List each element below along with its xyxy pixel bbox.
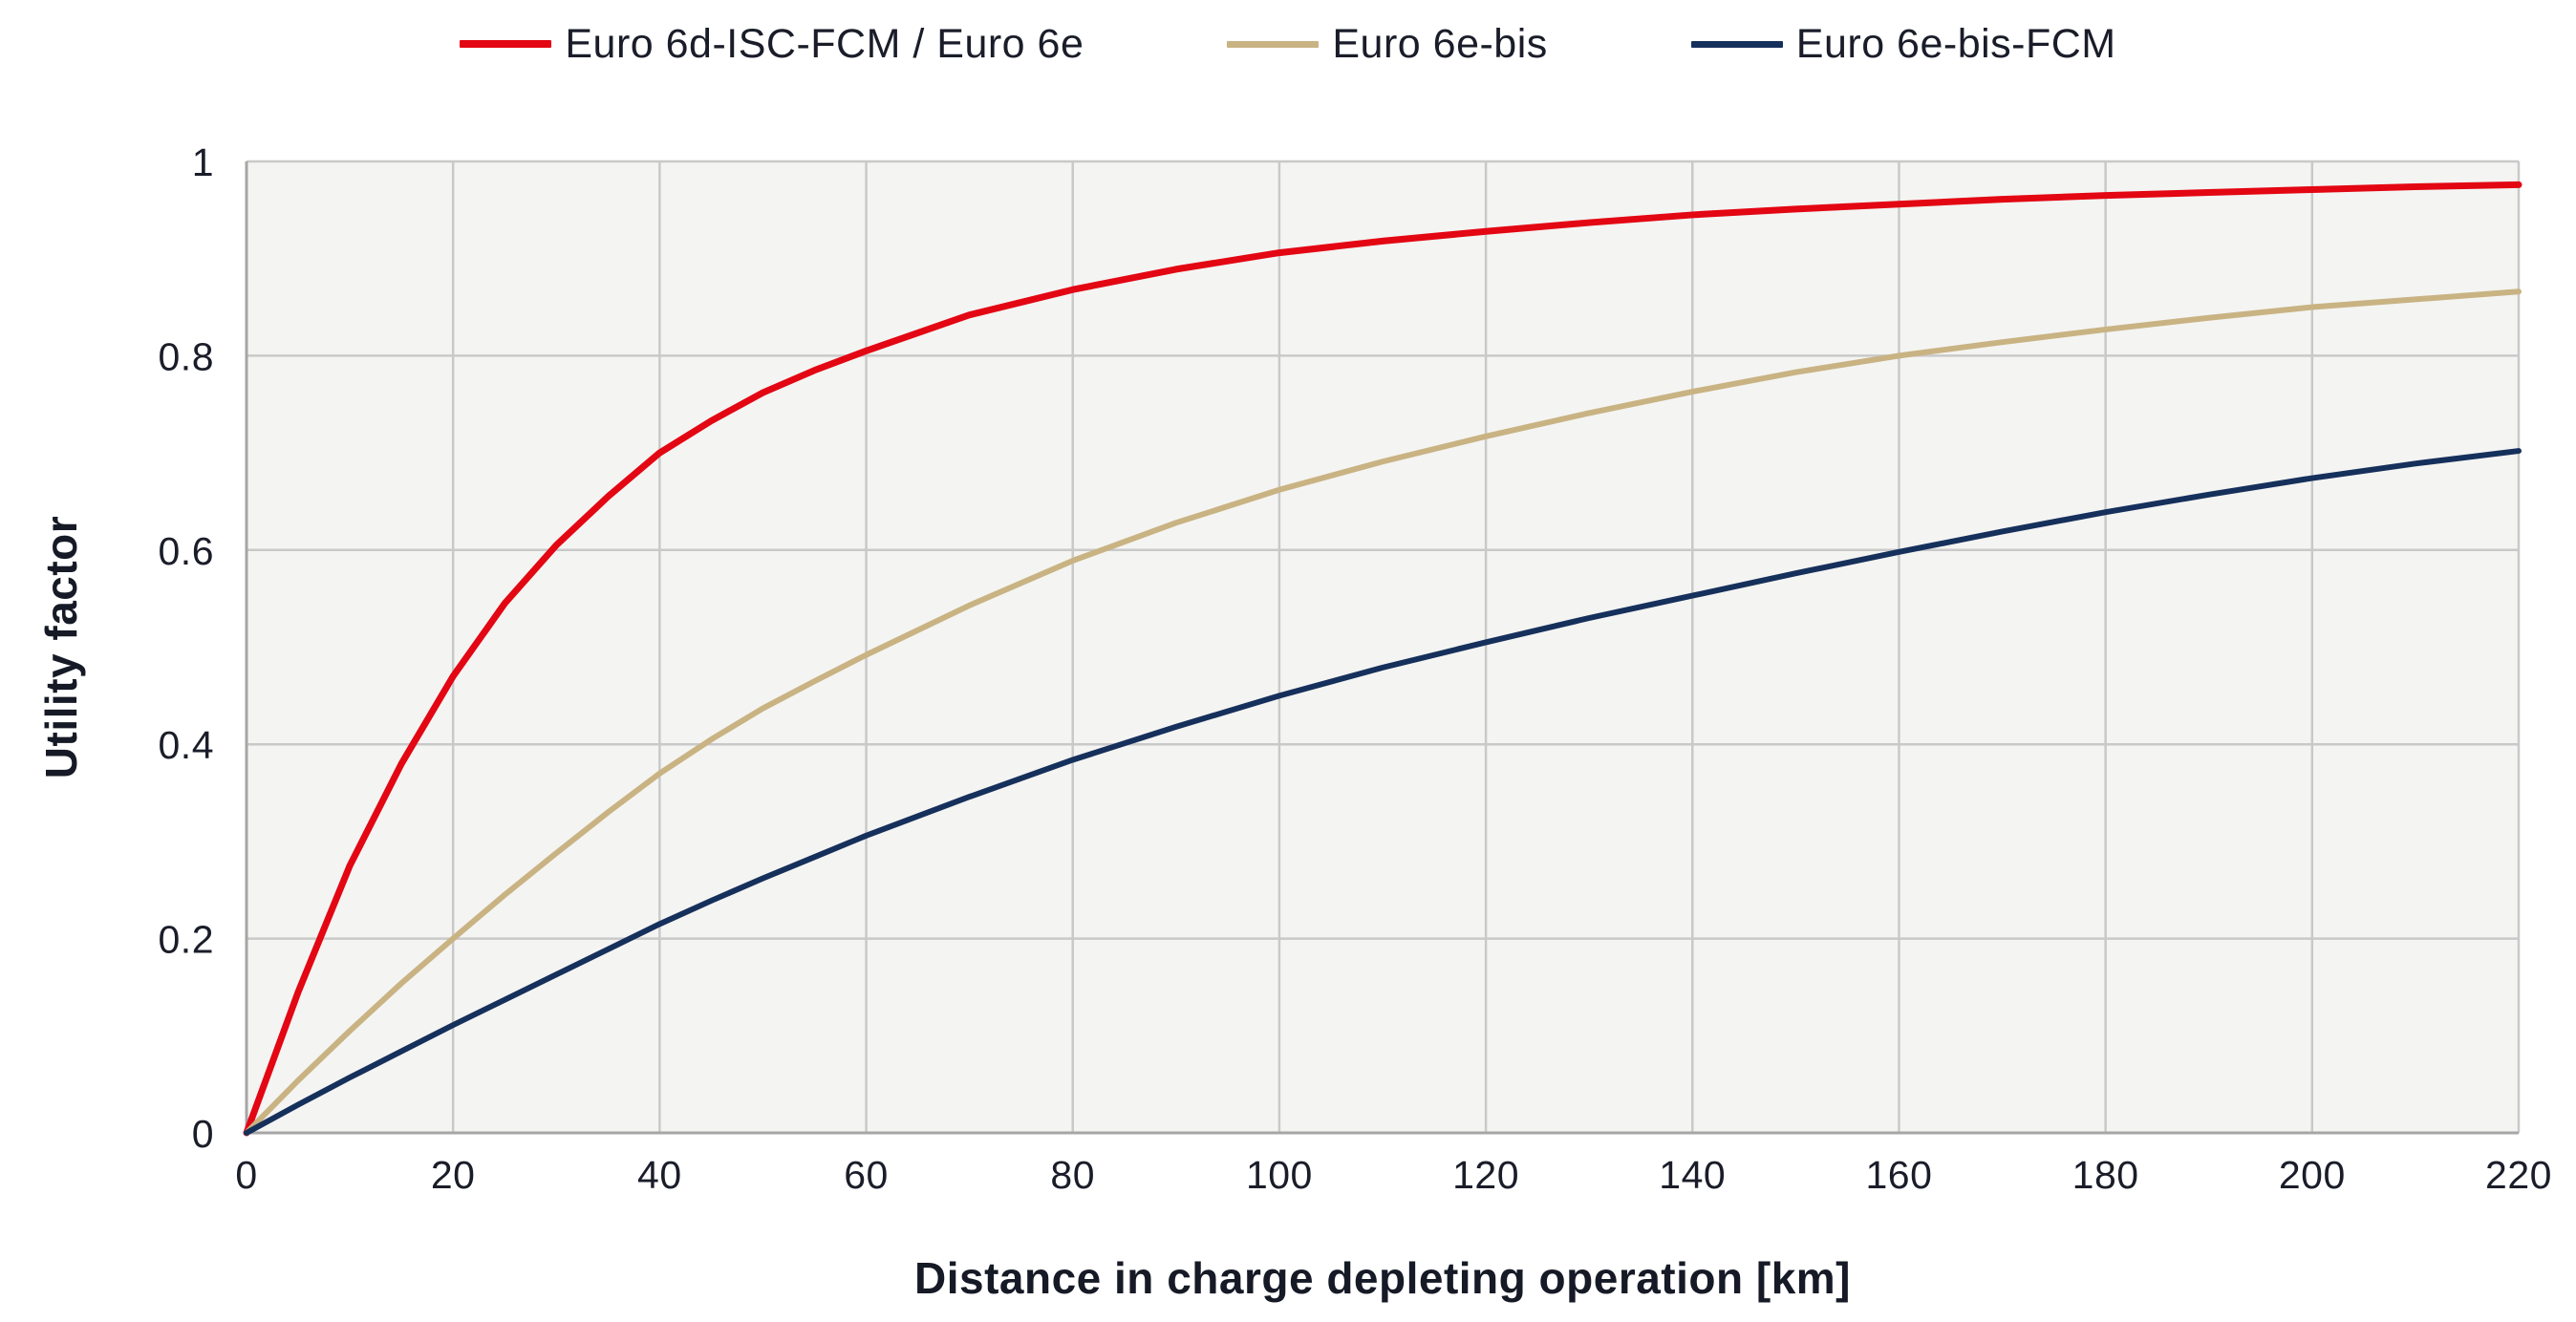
legend-item-euro-6d-isc-fcm: Euro 6d-ISC-FCM / Euro 6e — [460, 21, 1084, 68]
y-tick-label: 1 — [192, 140, 214, 184]
x-tick-label: 180 — [2072, 1153, 2139, 1197]
x-tick-label: 220 — [2485, 1153, 2552, 1197]
y-axis-title: Utility factor — [36, 516, 86, 778]
x-tick-label: 160 — [1865, 1153, 1932, 1197]
y-tick-label: 0.2 — [159, 918, 215, 962]
x-tick-label: 40 — [637, 1153, 682, 1197]
legend-line-swatch — [460, 40, 552, 48]
legend-label: Euro 6d-ISC-FCM / Euro 6e — [565, 20, 1084, 67]
legend-item-euro-6e-bis-fcm: Euro 6e-bis-FCM — [1690, 20, 2116, 68]
plot-area — [247, 161, 2519, 1133]
x-tick-label: 100 — [1246, 1153, 1313, 1197]
x-tick-label: 0 — [235, 1153, 257, 1197]
series-line-1 — [244, 288, 2522, 1136]
legend-item-euro-6e-bis: Euro 6e-bis — [1227, 21, 1547, 68]
x-tick-label: 200 — [2279, 1153, 2346, 1197]
y-tick-label: 0.4 — [159, 723, 215, 767]
line-chart: 0 20 40 60 80 100 120 140 160 180 200 220 0 0.2 0.4 0.6… — [36, 140, 2552, 1303]
series-line-0 — [243, 181, 2522, 1137]
legend-line-swatch — [1690, 40, 1783, 48]
y-tick-label: 0.6 — [159, 529, 215, 573]
series-line-2 — [244, 448, 2522, 1136]
x-tick-label: 60 — [844, 1153, 889, 1197]
legend-label: Euro 6e-bis — [1332, 20, 1548, 67]
legend-line-swatch — [1227, 40, 1320, 48]
x-axis-title: Distance in charge depleting operation [… — [914, 1253, 1851, 1303]
chart-legend: Euro 6d-ISC-FCM / Euro 6e Euro 6e-bis Eu… — [0, 15, 2576, 73]
y-tick-label: 0.8 — [159, 334, 215, 378]
x-tick-label: 20 — [431, 1153, 476, 1197]
x-tick-label: 140 — [1659, 1153, 1726, 1197]
legend-label: Euro 6e-bis-FCM — [1795, 20, 2116, 67]
x-tick-label: 120 — [1452, 1153, 1519, 1197]
y-tick-label: 0 — [192, 1112, 214, 1156]
x-tick-label: 80 — [1050, 1153, 1095, 1197]
